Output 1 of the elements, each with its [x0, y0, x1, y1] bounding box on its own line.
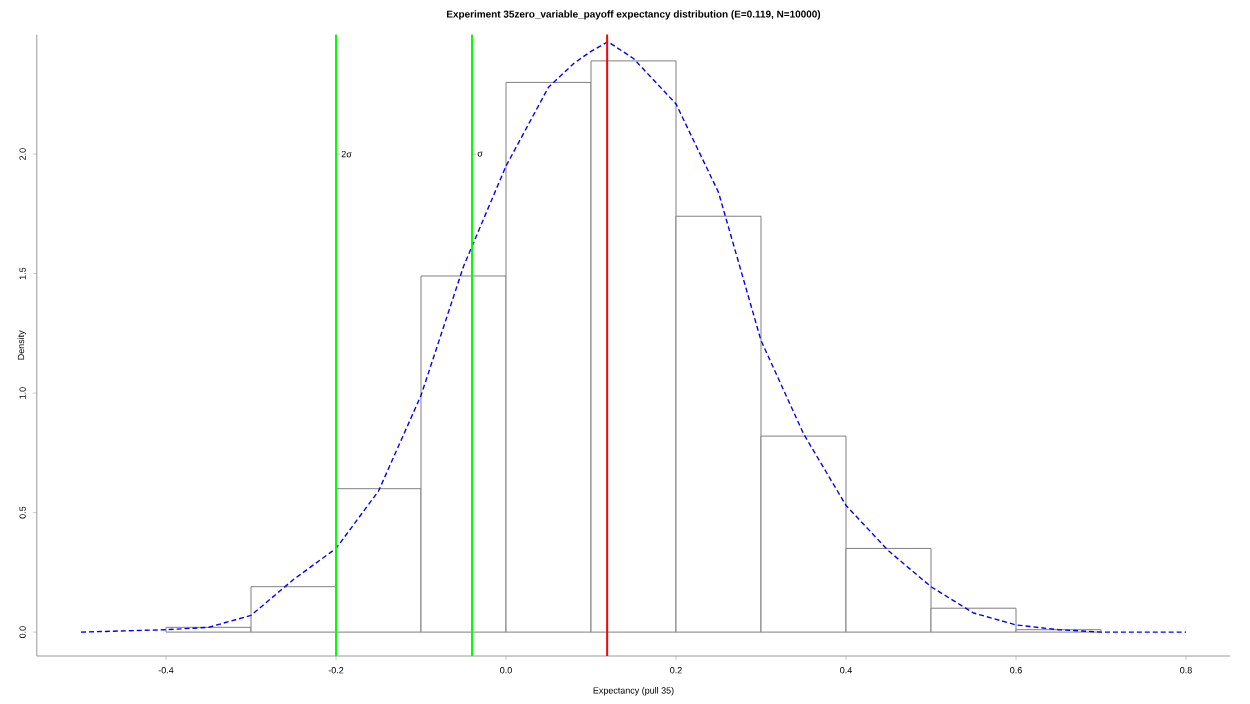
line-series [80, 41, 1187, 633]
